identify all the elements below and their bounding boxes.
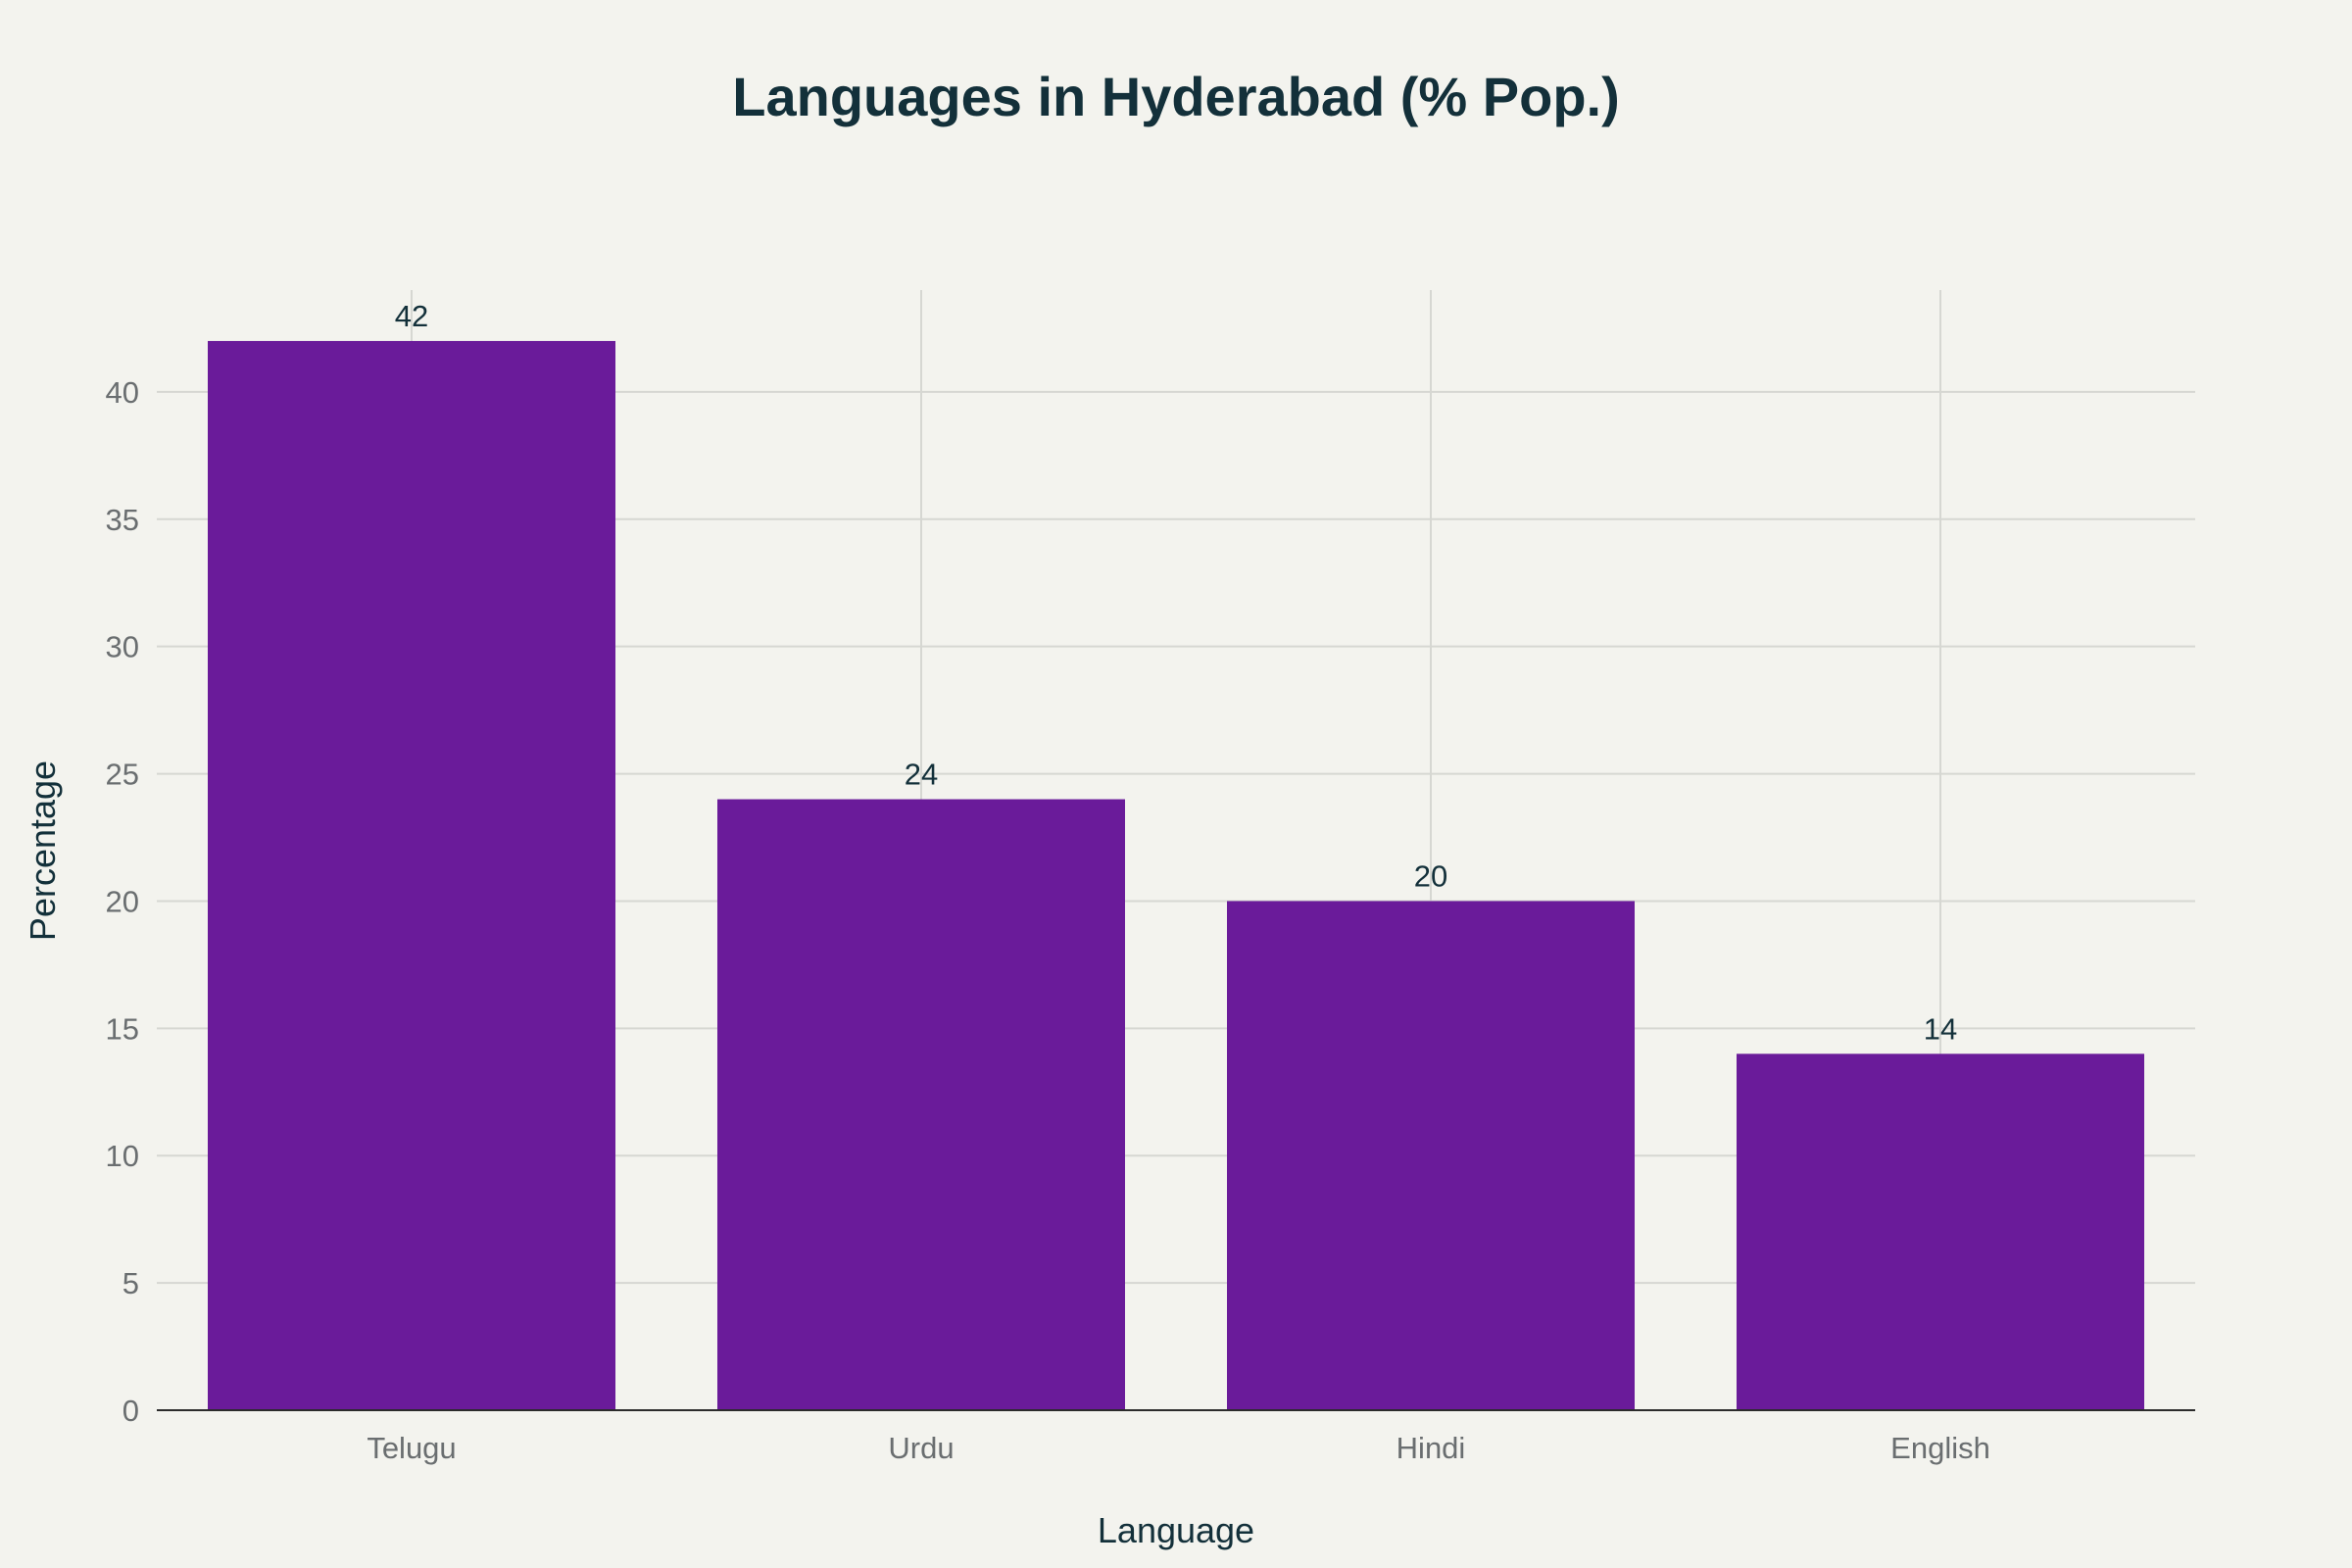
y-tick-label: 15: [106, 1011, 139, 1046]
data-label-hindi: 20: [1414, 858, 1447, 893]
y-tick-label: 5: [122, 1266, 139, 1300]
data-label-english: 14: [1924, 1011, 1957, 1046]
y-tick-label: 30: [106, 630, 139, 664]
x-tick-label-english: English: [1890, 1431, 1990, 1465]
y-tick-label: 40: [106, 375, 139, 410]
bar-telugu: [208, 340, 615, 1410]
label-layer: 0 5 10 15 20 25 30 35 40 42 Telugu 24 Urdu 20 Hindi 14 E…: [106, 299, 1990, 1465]
bar-layer: [208, 340, 2144, 1410]
data-label-urdu: 24: [905, 758, 938, 792]
x-tick-label-urdu: Urdu: [888, 1431, 954, 1465]
y-tick-label: 0: [122, 1394, 139, 1428]
bar-hindi: [1227, 901, 1635, 1410]
y-tick-label: 10: [106, 1139, 139, 1173]
y-tick-label: 20: [106, 884, 139, 918]
x-axis-title: Language: [1098, 1510, 1254, 1550]
bar-urdu: [717, 799, 1125, 1410]
y-tick-label: 35: [106, 503, 139, 537]
y-tick-label: 25: [106, 758, 139, 792]
x-tick-label-hindi: Hindi: [1396, 1431, 1466, 1465]
data-label-telugu: 42: [395, 299, 428, 333]
y-axis-title: Percentage: [23, 760, 63, 941]
chart-title: Languages in Hyderabad (% Pop.): [732, 66, 1619, 127]
bar-english: [1737, 1054, 2144, 1410]
x-tick-label-telugu: Telugu: [367, 1431, 456, 1465]
